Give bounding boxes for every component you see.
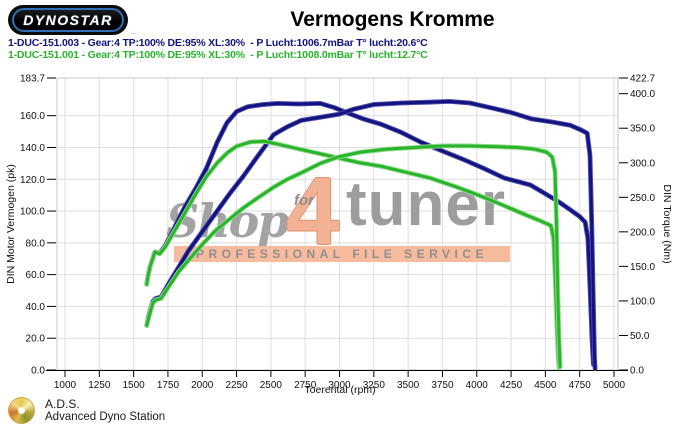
y-right-tick-label: 100.0: [630, 296, 655, 307]
dynostar-logo: DYNOSTAR: [8, 5, 128, 35]
x-tick-label: 1750: [157, 380, 180, 391]
series-torque-run-001: [145, 139, 561, 370]
watermark-word-for: for: [294, 192, 314, 209]
x-tick-label: 4250: [500, 380, 523, 391]
y-left-tick-label: 40.0: [26, 302, 46, 313]
y-right-tick-label: 250.0: [630, 193, 655, 204]
y-left-tick-label: 183.7: [20, 74, 45, 85]
x-tick-label: 1250: [88, 380, 111, 391]
y-left-tick-label: 80.0: [26, 238, 46, 249]
y-right-tick-label: 422.7: [630, 74, 655, 85]
y-left-tick-label: 20.0: [26, 334, 46, 345]
x-tick-label: 4000: [466, 380, 489, 391]
x-tick-label: 2750: [294, 380, 317, 391]
dynostar-logo-ring: DYNOSTAR: [12, 8, 124, 32]
watermark-word-tuner: tuner: [346, 170, 506, 239]
y-right-tick-label: 300.0: [630, 158, 655, 169]
run-legend: 1-DUC-151.003 - Gear:4 TP:100% DE:95% XL…: [8, 37, 428, 61]
x-tick-label: 3000: [328, 380, 351, 391]
watermark-tagline: PROFESSIONAL FILE SERVICE: [174, 246, 510, 262]
ads-abbreviation: A.D.S.: [45, 396, 80, 411]
y-left-tick-label: 120.0: [20, 175, 45, 186]
shop4tuner-watermark: Shop 4 for tuner PROFESSIONAL FILE SERVI…: [160, 164, 532, 268]
legend-run-001: 1-DUC-151.001 - Gear:4 TP:100% DE:95% XL…: [8, 48, 428, 61]
x-tick-label: 4500: [534, 380, 557, 391]
x-axis-title: Toerental (rpm): [304, 384, 375, 396]
x-tick-label: 4750: [569, 380, 592, 391]
x-tick-label: 2000: [191, 380, 214, 391]
y-right-tick-label: 0.0: [630, 366, 644, 377]
legend-run-003: 1-DUC-151.003 - Gear:4 TP:100% DE:95% XL…: [8, 37, 428, 49]
y-left-tick-label: 0.0: [31, 366, 45, 377]
x-tick-label: 5000: [603, 380, 626, 391]
dynostar-logo-text: DYNOSTAR: [23, 12, 113, 28]
y-right-tick-label: 50.0: [630, 331, 650, 342]
series-power-run-001: [145, 144, 562, 369]
watermark-word-4: 4: [286, 158, 340, 265]
y-right-axis-title: DIN Torque (Nm): [661, 184, 673, 263]
x-tick-label: 3750: [431, 380, 454, 391]
y-left-axis-title: DIN Motor Vermogen (pk): [5, 164, 17, 284]
x-tick-label: 1500: [123, 380, 146, 391]
y-left-tick-label: 160.0: [20, 111, 45, 122]
y-left-tick-label: 140.0: [20, 143, 45, 154]
y-right-tick-label: 400.0: [630, 89, 655, 100]
page-title: Vermogens Kromme: [290, 8, 495, 31]
y-right-tick-label: 350.0: [630, 124, 655, 135]
y-right-tick-label: 200.0: [630, 227, 655, 238]
ads-swirl-icon: [8, 397, 35, 424]
x-tick-label: 3250: [363, 380, 386, 391]
series-halo-power-run-001: [144, 143, 563, 370]
y-left-tick-label: 100.0: [20, 207, 45, 218]
x-tick-label: 2500: [260, 380, 283, 391]
y-left-tick-label: 60.0: [26, 270, 46, 281]
ads-full-name: Advanced Dyno Station: [45, 410, 166, 423]
y-right-tick-label: 150.0: [630, 262, 655, 273]
x-tick-label: 1000: [54, 380, 77, 391]
x-tick-label: 2250: [225, 380, 248, 391]
x-tick-label: 3500: [397, 380, 420, 391]
ads-footer: A.D.S. Advanced Dyno Station: [8, 397, 165, 424]
logo-subtext: …: [130, 29, 137, 36]
series-power-run-003: [145, 99, 597, 370]
